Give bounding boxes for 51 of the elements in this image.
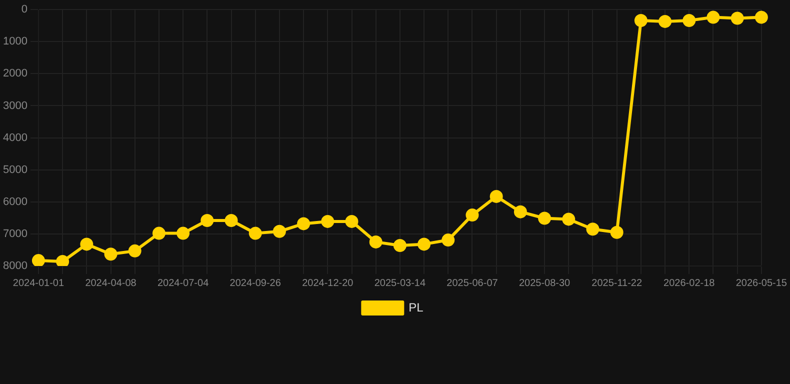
point [562, 212, 576, 226]
x-tick-label: 2024-07-04 [157, 278, 210, 289]
y-tick-label: 5000 [2, 164, 28, 176]
point [754, 10, 768, 24]
y-tick-label: 0 [21, 4, 28, 16]
y-tick-label: 2000 [2, 68, 28, 80]
point [345, 214, 358, 228]
point [80, 238, 94, 251]
point [297, 217, 310, 230]
x-tick-label: 2025-03-14 [374, 278, 426, 289]
point [634, 14, 648, 27]
x-tick-label: 2026-05-15 [736, 278, 788, 289]
point [272, 224, 286, 238]
point [369, 235, 382, 248]
point [538, 212, 552, 225]
point [730, 12, 744, 25]
point [104, 248, 118, 261]
point [248, 226, 262, 240]
point [682, 14, 696, 27]
point [152, 226, 166, 240]
x-tick-label: 2024-12-20 [302, 278, 354, 289]
point [128, 244, 142, 258]
y-tick-label: 1000 [2, 36, 28, 48]
point [658, 14, 672, 28]
x-tick-label: 2026-02-18 [664, 278, 716, 289]
point [321, 214, 334, 228]
y-tick-label: 6000 [2, 196, 28, 208]
point [466, 208, 479, 222]
point [586, 222, 600, 236]
x-tick-label: 2024-01-01 [12, 278, 64, 289]
y-tick-label: 4000 [2, 132, 28, 144]
point [56, 255, 70, 266]
point [442, 234, 455, 247]
y-tick-label: 7000 [2, 228, 28, 240]
point [610, 226, 624, 239]
y-tick-label: 3000 [2, 100, 28, 112]
point [418, 238, 431, 251]
point [200, 214, 214, 227]
y-tick-label: 8000 [2, 260, 28, 272]
point [514, 205, 527, 218]
x-tick-label: 2024-09-26 [230, 278, 282, 289]
x-tick-label: 2025-11-22 [592, 278, 642, 289]
point [224, 214, 238, 227]
point [706, 10, 720, 24]
point [490, 190, 503, 203]
x-tick-label: 2025-06-07 [446, 278, 498, 289]
point [176, 226, 190, 240]
x-tick-label: 2025-08-30 [518, 278, 571, 289]
legend-label: PL [408, 300, 424, 314]
x-tick-label: 2024-04-08 [85, 278, 137, 289]
point [393, 238, 406, 252]
